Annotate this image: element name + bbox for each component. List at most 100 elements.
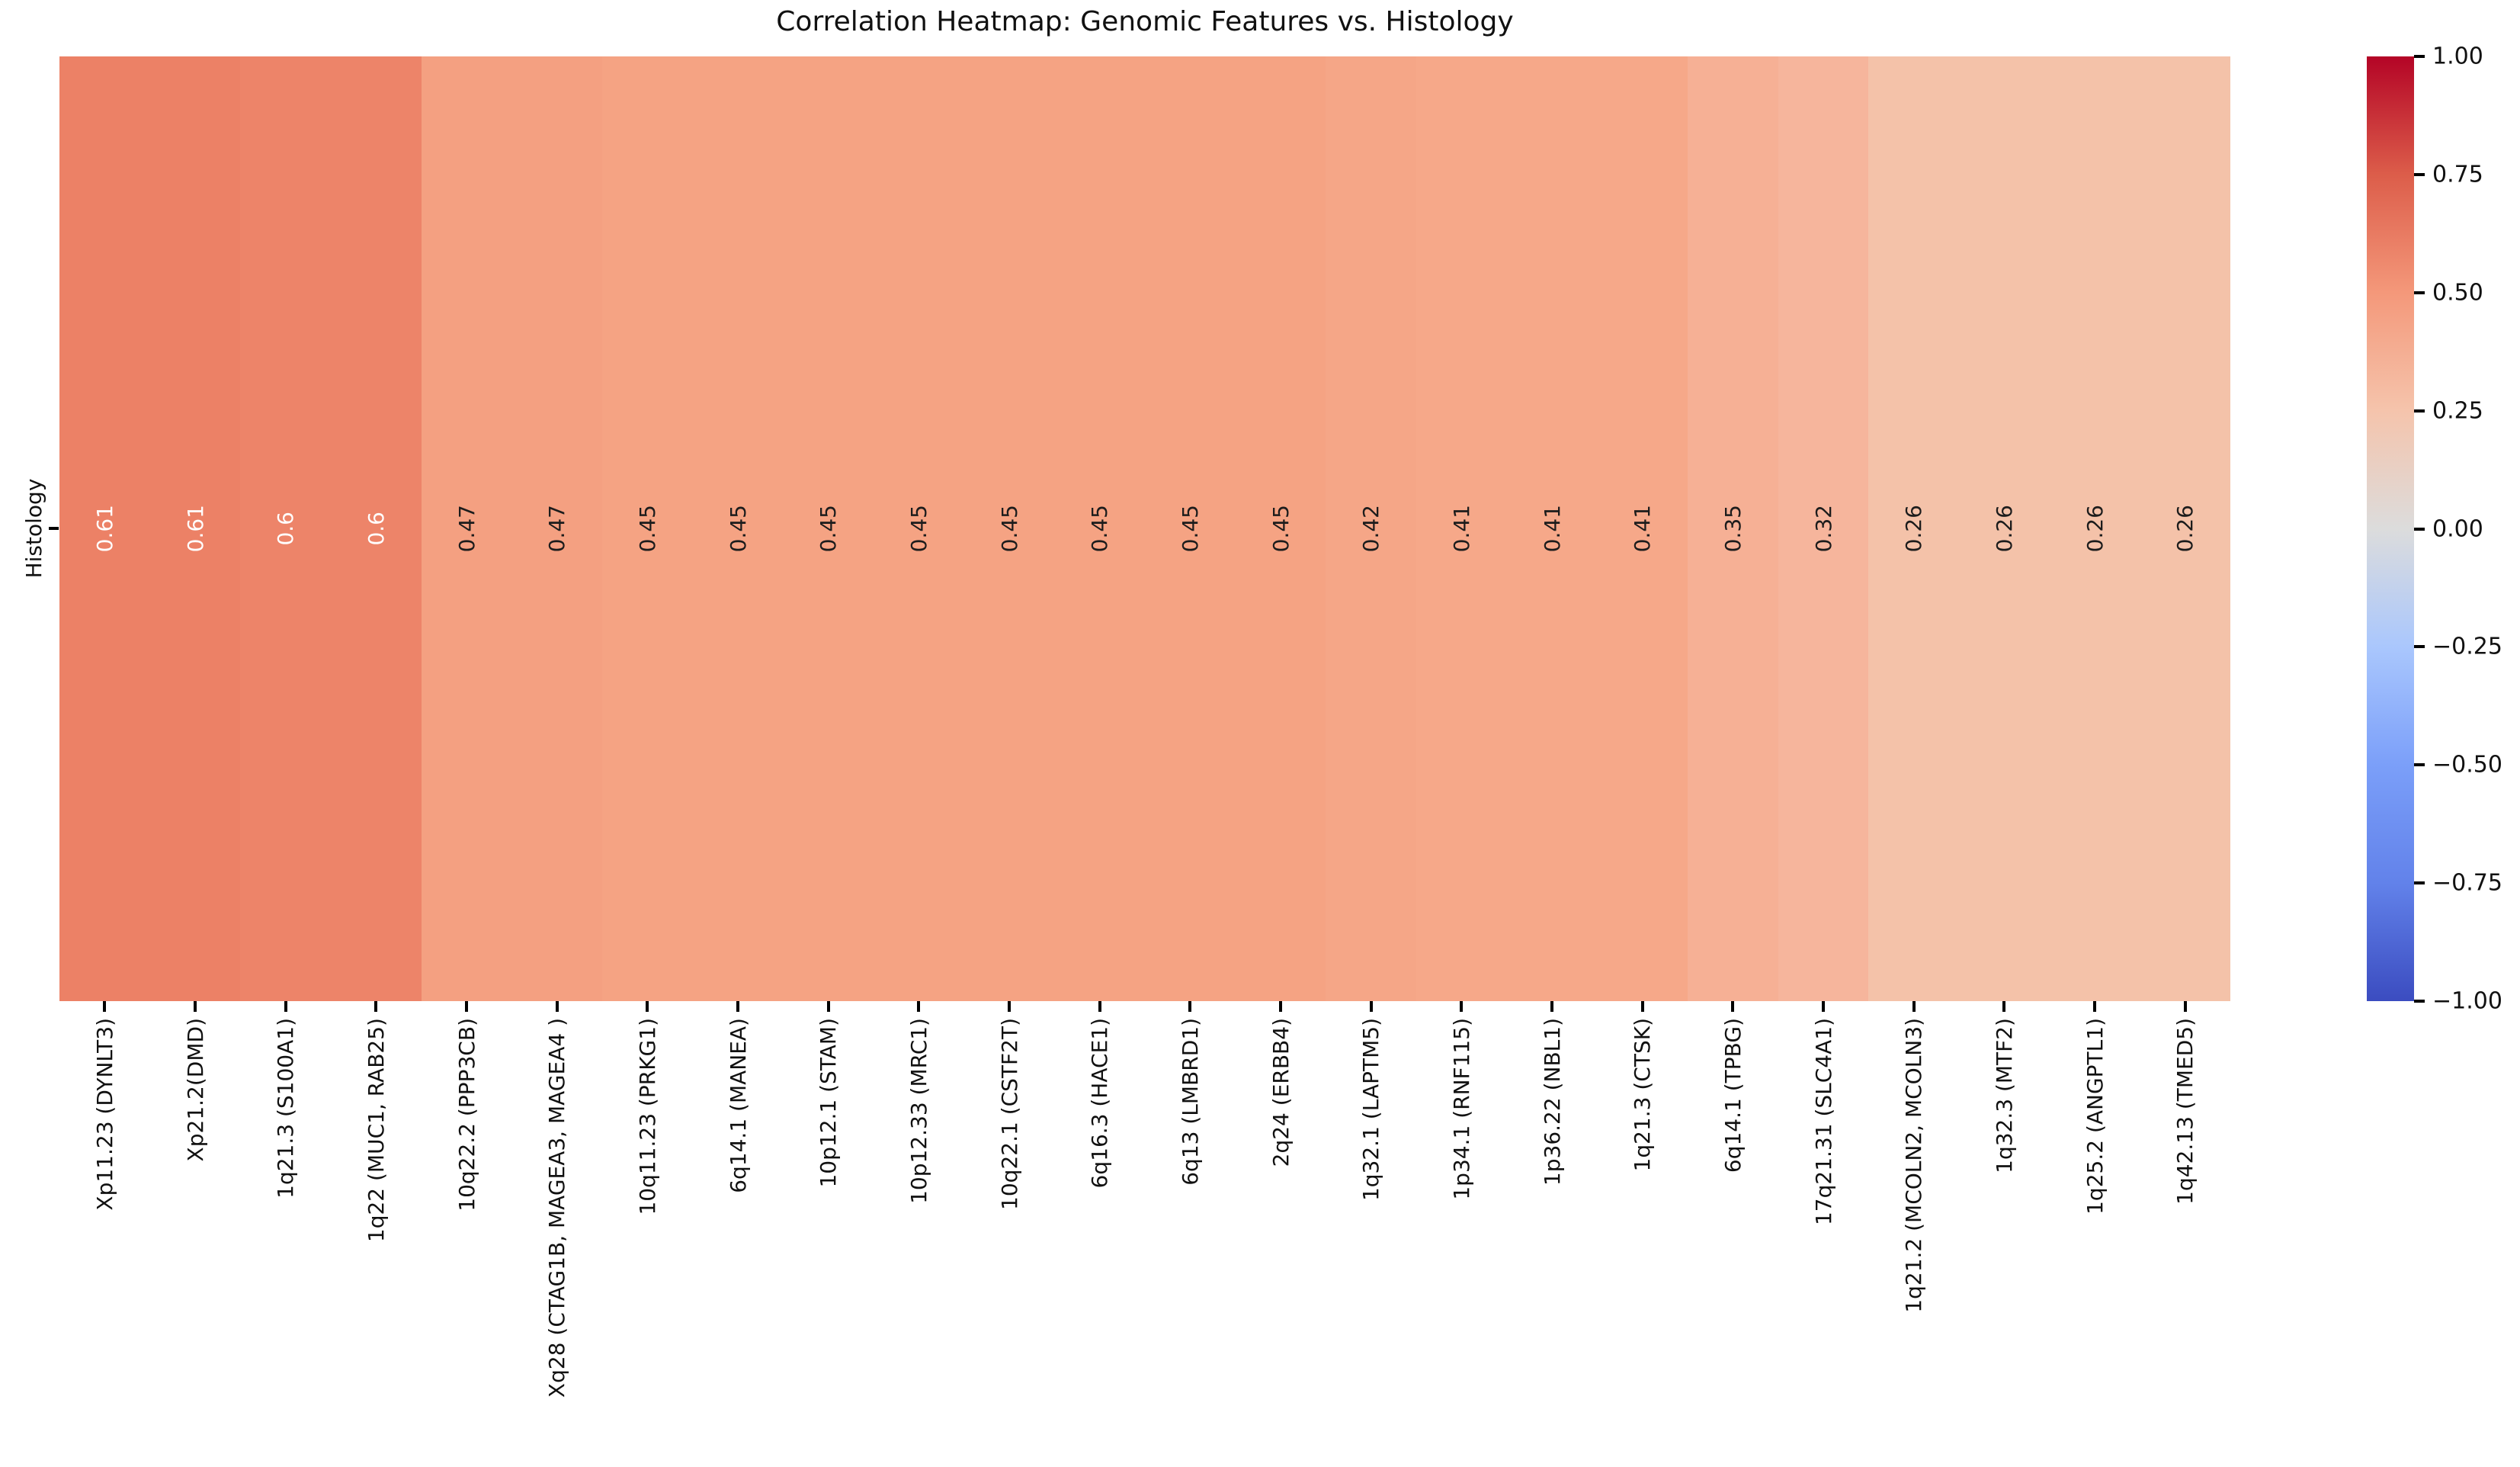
heatmap-cell: 0.47 xyxy=(511,56,603,1001)
x-tick-label: 17q21.31 (SLC4A1) xyxy=(1810,1018,1836,1226)
x-axis-tick: 1p36.22 (NBL1) xyxy=(1507,1001,1598,1459)
x-tick-label: 10q11.23 (PRKG1) xyxy=(634,1018,660,1215)
colorbar-tick-mark xyxy=(2414,881,2425,885)
colorbar-ticks: 1.00 0.75 0.50 0.25 0.00 −0.25 −0.50 −0.75 −1.00 xyxy=(2414,43,2520,1015)
x-tick-mark xyxy=(2183,1001,2187,1012)
cell-value-label: 0.42 xyxy=(1358,505,1384,553)
x-axis-tick: 10q22.1 (CSTF2T) xyxy=(964,1001,1055,1459)
colorbar-tick-mark xyxy=(2414,763,2425,767)
chart-title: Correlation Heatmap: Genomic Features vs… xyxy=(776,6,1514,37)
cell-value-label: 0.32 xyxy=(1810,505,1836,553)
cell-value-label: 0.45 xyxy=(996,505,1022,553)
colorbar-tick-mark xyxy=(2414,55,2425,58)
cell-value-label: 0.41 xyxy=(1448,505,1474,553)
heatmap-cell: 0.45 xyxy=(874,56,964,1001)
x-axis-tick: 1q21.3 (CTSK) xyxy=(1597,1001,1688,1459)
x-tick-mark xyxy=(1822,1001,1826,1012)
cell-value-label: 0.26 xyxy=(2172,505,2198,553)
x-tick-mark xyxy=(194,1001,197,1012)
x-tick-mark xyxy=(1550,1001,1554,1012)
x-tick-mark xyxy=(1369,1001,1373,1012)
heatmap-cell: 0.41 xyxy=(1506,56,1598,1001)
colorbar-tick-label: 0.50 xyxy=(2432,279,2483,307)
x-tick-mark xyxy=(1279,1001,1283,1012)
colorbar-tick-label: 0.75 xyxy=(2432,161,2483,188)
heatmap-cell: 0.45 xyxy=(1235,56,1326,1001)
x-axis-tick: 1q25.2 (ANGPTL1) xyxy=(2050,1001,2140,1459)
x-axis-tick: 2q24 (ERBB4) xyxy=(1236,1001,1326,1459)
colorbar-tick-mark xyxy=(2414,1000,2425,1003)
x-tick-mark xyxy=(917,1001,921,1012)
colorbar-tick-label: 0.00 xyxy=(2432,515,2483,542)
cell-value-label: 0.41 xyxy=(1630,505,1656,553)
colorbar-tick-label: −0.75 xyxy=(2432,869,2502,897)
x-tick-mark xyxy=(1008,1001,1012,1012)
x-tick-label: 1q42.13 (TMED5) xyxy=(2172,1018,2198,1205)
x-tick-mark xyxy=(826,1001,830,1012)
x-tick-label: 6q14.1 (TPBG) xyxy=(1720,1018,1746,1173)
heatmap-cell: 0.45 xyxy=(692,56,784,1001)
x-tick-label: 1q21.3 (S100A1) xyxy=(273,1018,299,1199)
colorbar-tick-mark xyxy=(2414,645,2425,649)
heatmap-cell: 0.61 xyxy=(59,56,150,1001)
x-axis-tick: 10q11.23 (PRKG1) xyxy=(602,1001,693,1459)
heatmap-cell: 0.45 xyxy=(783,56,874,1001)
heatmap-cell: 0.45 xyxy=(1054,56,1146,1001)
x-tick-mark xyxy=(646,1001,649,1012)
heatmap-cell: 0.42 xyxy=(1326,56,1417,1001)
cell-value-label: 0.61 xyxy=(182,505,208,553)
heatmap-cell: 0.47 xyxy=(421,56,512,1001)
x-axis-tick: 10p12.1 (STAM) xyxy=(783,1001,874,1459)
x-tick-label: 2q24 (ERBB4) xyxy=(1268,1018,1294,1167)
colorbar-tick-mark xyxy=(2414,291,2425,294)
x-tick-label: Xq28 (CTAG1B, MAGEA3, MAGEA4 ) xyxy=(544,1018,570,1398)
x-axis-tick: Xp11.23 (DYNLT3) xyxy=(59,1001,150,1459)
x-axis-tick: 17q21.31 (SLC4A1) xyxy=(1778,1001,1869,1459)
cell-value-label: 0.45 xyxy=(816,505,842,553)
x-tick-mark xyxy=(736,1001,740,1012)
x-tick-label: 10q22.2 (PPP3CB) xyxy=(454,1018,479,1212)
heatmap-cell: 0.32 xyxy=(1778,56,1869,1001)
colorbar-gradient xyxy=(2367,56,2414,1001)
x-tick-mark xyxy=(374,1001,378,1012)
heatmap-cell: 0.45 xyxy=(1145,56,1236,1001)
x-tick-mark xyxy=(1460,1001,1464,1012)
cell-value-label: 0.6 xyxy=(363,512,389,546)
heatmap-cell: 0.35 xyxy=(1688,56,1778,1001)
x-axis-tick: 1p34.1 (RNF115) xyxy=(1416,1001,1507,1459)
x-tick-label: 1q21.3 (CTSK) xyxy=(1630,1018,1656,1172)
x-tick-mark xyxy=(1731,1001,1735,1012)
cell-value-label: 0.45 xyxy=(634,505,660,553)
x-tick-label: 1p34.1 (RNF115) xyxy=(1448,1018,1474,1200)
heatmap-cell: 0.26 xyxy=(2140,56,2231,1001)
x-axis: Xp11.23 (DYNLT3) Xp21.2(DMD) 1q21.3 (S100A… xyxy=(59,1001,2230,1459)
cell-value-label: 0.26 xyxy=(1901,505,1927,553)
heatmap-cell: 0.45 xyxy=(963,56,1055,1001)
x-axis-tick: 1q21.3 (S100A1) xyxy=(240,1001,331,1459)
x-tick-mark xyxy=(465,1001,469,1012)
colorbar-tick-label: −1.00 xyxy=(2432,987,2502,1015)
heatmap-cell: 0.41 xyxy=(1597,56,1688,1001)
x-tick-mark xyxy=(555,1001,559,1012)
heatmap-cell: 0.6 xyxy=(331,56,422,1001)
x-axis-tick: 1q21.2 (MCOLN2, MCOLN3) xyxy=(1868,1001,1959,1459)
x-axis-tick: 1q42.13 (TMED5) xyxy=(2140,1001,2230,1459)
colorbar-tick-mark xyxy=(2414,527,2425,531)
heatmap-cell: 0.6 xyxy=(240,56,332,1001)
x-tick-label: 1q25.2 (ANGPTL1) xyxy=(2082,1018,2108,1215)
x-tick-mark xyxy=(1098,1001,1101,1012)
x-tick-label: 1p36.22 (NBL1) xyxy=(1539,1018,1565,1186)
x-tick-mark xyxy=(103,1001,107,1012)
x-tick-label: 1q22 (MUC1, RAB25) xyxy=(363,1018,389,1243)
heatmap-grid: 0.61 0.61 0.6 0.6 0.47 0.47 0.45 0.45 0.45 0.45 0.… xyxy=(59,56,2231,1001)
x-tick-mark xyxy=(1912,1001,1916,1012)
x-axis-tick: 1q22 (MUC1, RAB25) xyxy=(331,1001,422,1459)
heatmap-cell: 0.45 xyxy=(602,56,693,1001)
x-tick-label: 1q32.3 (MTF2) xyxy=(1991,1018,2017,1173)
x-axis-tick: 10p12.33 (MRC1) xyxy=(874,1001,964,1459)
x-tick-label: Xp11.23 (DYNLT3) xyxy=(91,1018,117,1211)
x-tick-label: 10p12.1 (STAM) xyxy=(816,1018,842,1188)
y-axis-tick-label: Histology xyxy=(21,478,46,579)
x-tick-mark xyxy=(1188,1001,1192,1012)
